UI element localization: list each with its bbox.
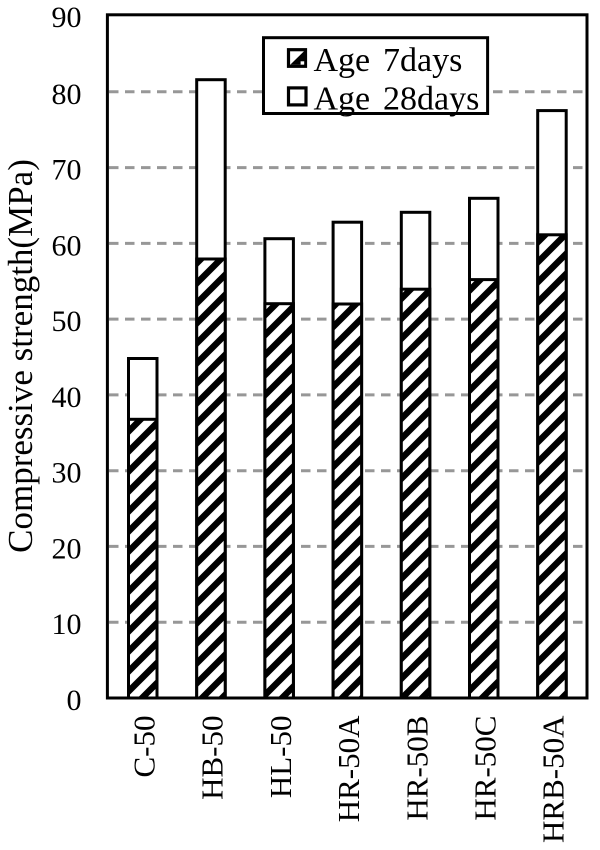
- svg-text:10: 10: [52, 608, 82, 641]
- svg-text:20: 20: [52, 532, 82, 565]
- svg-text:C-50: C-50: [127, 716, 162, 778]
- svg-text:50: 50: [52, 305, 82, 338]
- svg-text:80: 80: [52, 78, 82, 111]
- svg-text:30: 30: [52, 457, 82, 490]
- svg-text:HL-50: HL-50: [263, 716, 298, 799]
- svg-text:HRB-50A: HRB-50A: [536, 715, 571, 843]
- svg-text:HR-50A: HR-50A: [331, 715, 366, 822]
- svg-text:90: 90: [52, 1, 82, 34]
- svg-text:40: 40: [52, 381, 82, 414]
- svg-text:HB-50: HB-50: [195, 716, 230, 800]
- svg-text:28days: 28days: [383, 80, 479, 117]
- svg-text:Age: Age: [314, 80, 371, 117]
- svg-text:HR-50B: HR-50B: [399, 716, 434, 821]
- svg-text:HR-50C: HR-50C: [468, 716, 503, 821]
- svg-text:0: 0: [67, 684, 82, 717]
- svg-text:60: 60: [52, 229, 82, 262]
- svg-text:70: 70: [52, 154, 82, 187]
- svg-text:7days: 7days: [383, 42, 462, 79]
- svg-text:Compressive strength(MPa): Compressive strength(MPa): [1, 159, 40, 553]
- svg-text:Age: Age: [314, 42, 371, 79]
